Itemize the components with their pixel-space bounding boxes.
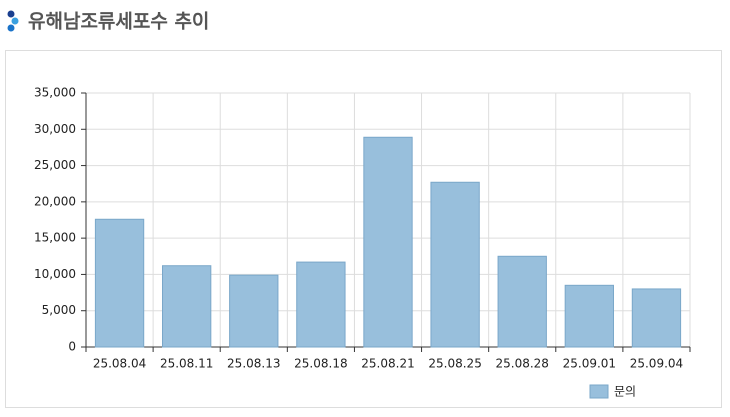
bar xyxy=(564,284,614,348)
x-tick-label: 25.08.18 xyxy=(294,357,347,371)
y-tick-label: 10,000 xyxy=(34,267,76,281)
title-icon xyxy=(7,10,19,32)
bar xyxy=(430,181,480,348)
bar xyxy=(296,261,346,348)
x-tick-label: 25.08.11 xyxy=(160,357,213,371)
x-tick-label: 25.09.04 xyxy=(630,357,683,371)
x-tick-label: 25.08.04 xyxy=(93,357,146,371)
y-tick-label: 35,000 xyxy=(34,86,76,100)
y-tick-label: 20,000 xyxy=(34,194,76,208)
y-tick-label: 5,000 xyxy=(42,303,76,317)
x-tick-label: 25.08.25 xyxy=(428,357,481,371)
bar xyxy=(363,136,413,348)
y-tick-label: 15,000 xyxy=(34,231,76,245)
legend-label: 문의 xyxy=(614,385,636,399)
bar xyxy=(94,218,145,348)
bar xyxy=(229,274,279,348)
y-tick-label: 0 xyxy=(68,340,76,354)
x-tick-label: 25.08.28 xyxy=(496,357,549,371)
legend-swatch xyxy=(589,384,609,399)
x-tick-label: 25.09.01 xyxy=(563,357,616,371)
y-tick-label: 25,000 xyxy=(34,158,76,172)
bar xyxy=(631,288,682,348)
bar xyxy=(162,265,212,348)
x-tick-label: 25.08.13 xyxy=(227,357,280,371)
y-tick-label: 30,000 xyxy=(34,122,76,136)
bar xyxy=(497,255,547,348)
x-tick-label: 25.08.21 xyxy=(361,357,414,371)
chart-title: 유해남조류세포수 추이 xyxy=(28,11,209,33)
